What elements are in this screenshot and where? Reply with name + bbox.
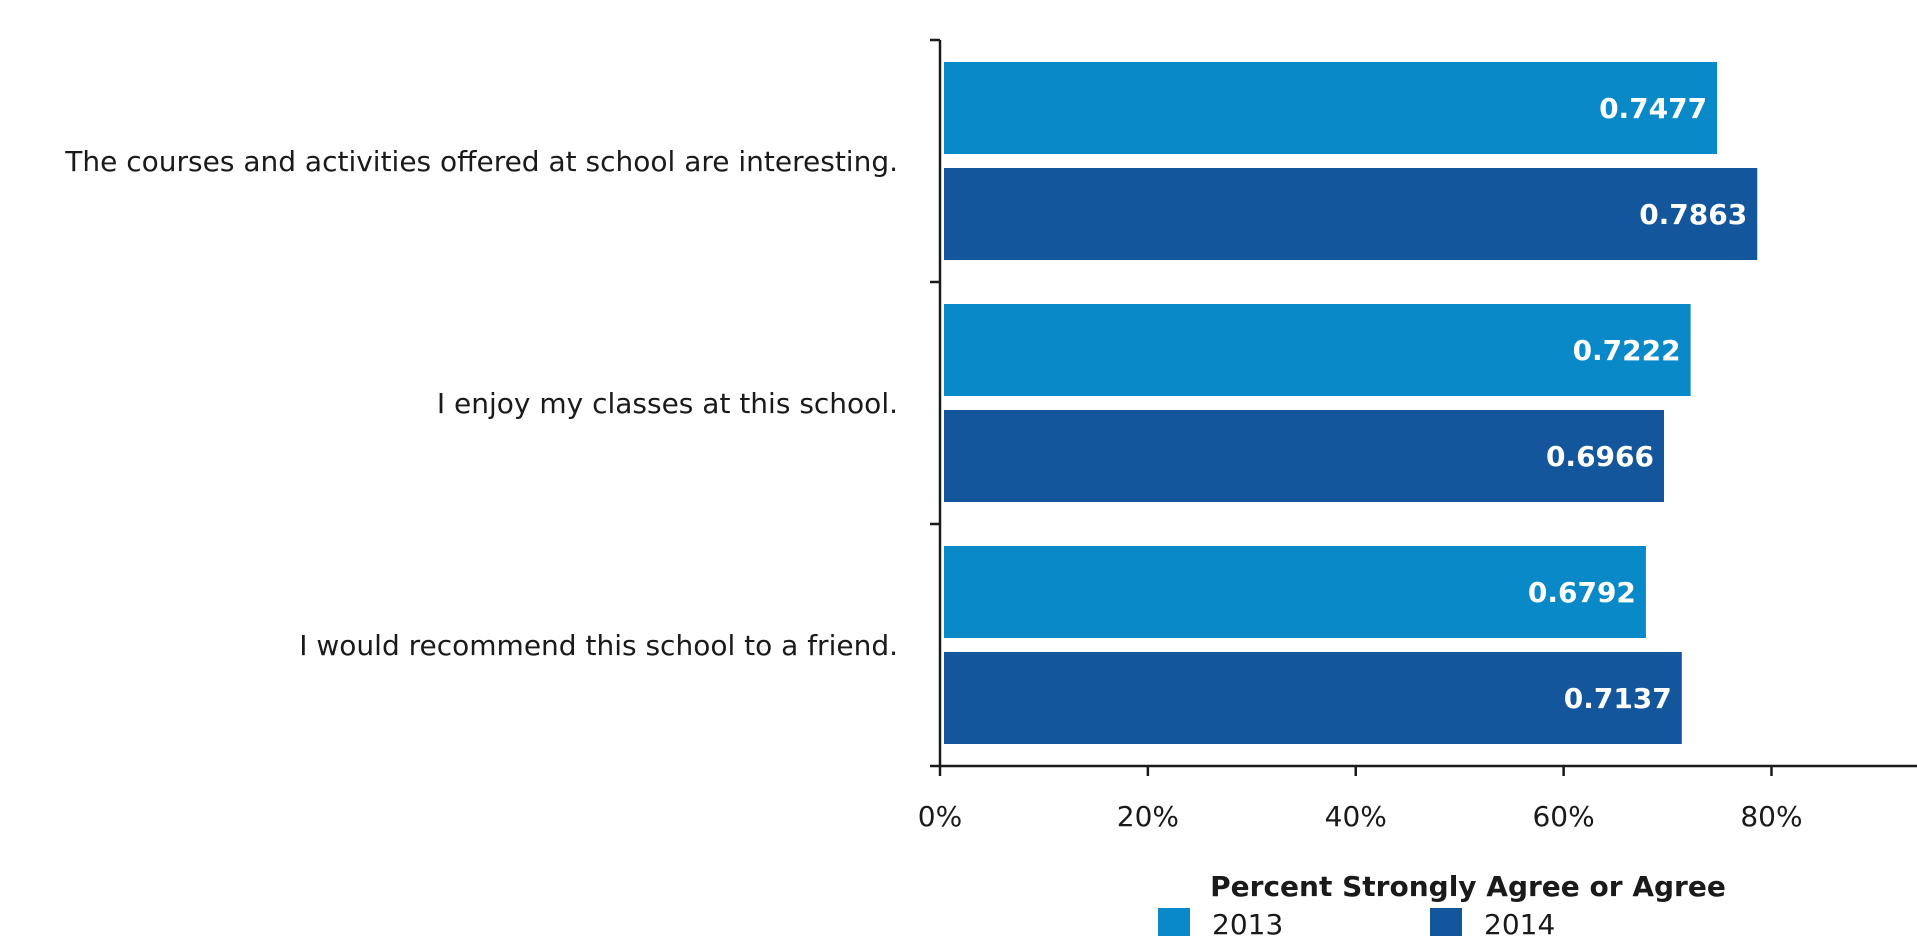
x-axis-ticks: 0% 20% 40% 60% 80% bbox=[918, 766, 1803, 833]
category-label: I enjoy my classes at this school. bbox=[437, 387, 898, 420]
x-axis-title: Percent Strongly Agree or Agree bbox=[1210, 870, 1726, 903]
bar-2014 bbox=[944, 410, 1665, 502]
chart-bars: 0.7477 0.7863 0.7222 0.6966 0.6792 0.7137 bbox=[944, 62, 1758, 744]
category-label: The courses and activities offered at sc… bbox=[64, 145, 898, 178]
data-label: 0.6792 bbox=[1528, 576, 1636, 609]
bar-2014 bbox=[944, 168, 1758, 260]
bar-2013 bbox=[944, 546, 1646, 638]
x-tick-label: 40% bbox=[1325, 800, 1387, 833]
chart-legend: 2013 2014 bbox=[1158, 908, 1555, 940]
data-label: 0.7477 bbox=[1599, 92, 1707, 125]
x-tick-label: 20% bbox=[1117, 800, 1179, 833]
x-tick-label: 0% bbox=[918, 800, 962, 833]
legend-swatch-2014 bbox=[1430, 908, 1462, 936]
x-tick-label: 80% bbox=[1740, 800, 1802, 833]
x-tick-label: 60% bbox=[1532, 800, 1594, 833]
chart-axes bbox=[930, 38, 1917, 768]
legend-label-2013: 2013 bbox=[1212, 908, 1283, 940]
data-label: 0.7863 bbox=[1639, 198, 1747, 231]
data-label: 0.7222 bbox=[1573, 334, 1681, 367]
bar-2014 bbox=[944, 652, 1682, 744]
category-label: I would recommend this school to a frien… bbox=[299, 629, 898, 662]
data-label: 0.6966 bbox=[1546, 440, 1654, 473]
legend-label-2014: 2014 bbox=[1484, 908, 1555, 940]
bar-2013 bbox=[944, 304, 1691, 396]
legend-swatch-2013 bbox=[1158, 908, 1190, 936]
data-label: 0.7137 bbox=[1564, 682, 1672, 715]
category-labels: The courses and activities offered at sc… bbox=[64, 145, 898, 662]
bar-2013 bbox=[944, 62, 1718, 154]
